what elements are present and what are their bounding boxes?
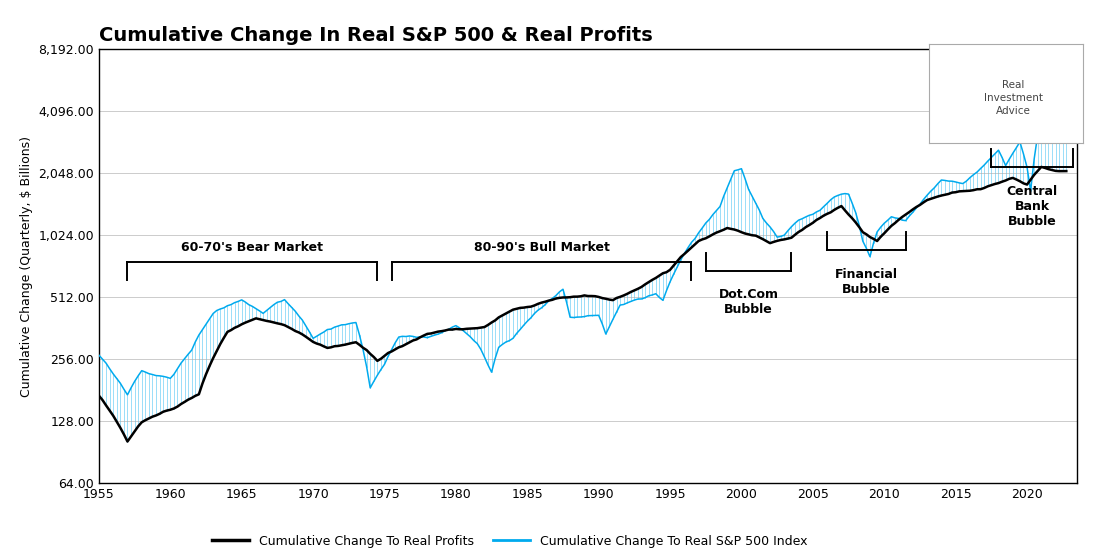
Cumulative Change To Real Profits <box>213 341 226 348</box>
Cumulative Change To Real S&P 500 Index <box>1042 105 1055 112</box>
Cumulative Change To Real S&P 500 Index <box>121 391 134 398</box>
Cumulative Change To Real S&P 500 Index <box>753 207 766 214</box>
Cumulative Change To Real Profits <box>970 186 984 193</box>
Text: Dot.Com
Bubble: Dot.Com Bubble <box>719 288 778 316</box>
Cumulative Change To Real Profits <box>721 225 734 231</box>
Cumulative Change To Real S&P 500 Index <box>970 169 984 175</box>
Cumulative Change To Real Profits <box>770 238 784 244</box>
Cumulative Change To Real S&P 500 Index <box>721 184 734 191</box>
Line: Cumulative Change To Real S&P 500 Index: Cumulative Change To Real S&P 500 Index <box>99 109 1066 395</box>
Cumulative Change To Real Profits <box>121 438 134 445</box>
Cumulative Change To Real Profits <box>1059 168 1073 175</box>
Cumulative Change To Real Profits <box>1010 176 1023 183</box>
Text: Real
Investment
Advice: Real Investment Advice <box>984 80 1043 116</box>
Cumulative Change To Real Profits <box>1035 164 1048 170</box>
Y-axis label: Cumulative Change (Quarterly, $ Billions): Cumulative Change (Quarterly, $ Billions… <box>20 136 33 397</box>
Line: Cumulative Change To Real Profits: Cumulative Change To Real Profits <box>99 167 1066 441</box>
Cumulative Change To Real S&P 500 Index <box>770 234 784 240</box>
Text: Central
Bank
Bubble: Central Bank Bubble <box>1007 185 1057 228</box>
Cumulative Change To Real S&P 500 Index <box>213 306 226 312</box>
Cumulative Change To Real Profits <box>753 234 766 240</box>
Cumulative Change To Real S&P 500 Index <box>92 352 106 358</box>
Text: Cumulative Change In Real S&P 500 & Real Profits: Cumulative Change In Real S&P 500 & Real… <box>99 26 653 45</box>
Cumulative Change To Real S&P 500 Index <box>1010 144 1023 151</box>
Text: 80-90's Bull Market: 80-90's Bull Market <box>474 241 610 254</box>
Text: 60-70's Bear Market: 60-70's Bear Market <box>181 241 323 254</box>
Cumulative Change To Real Profits <box>92 393 106 399</box>
Legend: Cumulative Change To Real Profits, Cumulative Change To Real S&P 500 Index: Cumulative Change To Real Profits, Cumul… <box>207 530 813 549</box>
Cumulative Change To Real S&P 500 Index <box>1059 108 1073 115</box>
Text: Financial
Bubble: Financial Bubble <box>835 268 898 296</box>
